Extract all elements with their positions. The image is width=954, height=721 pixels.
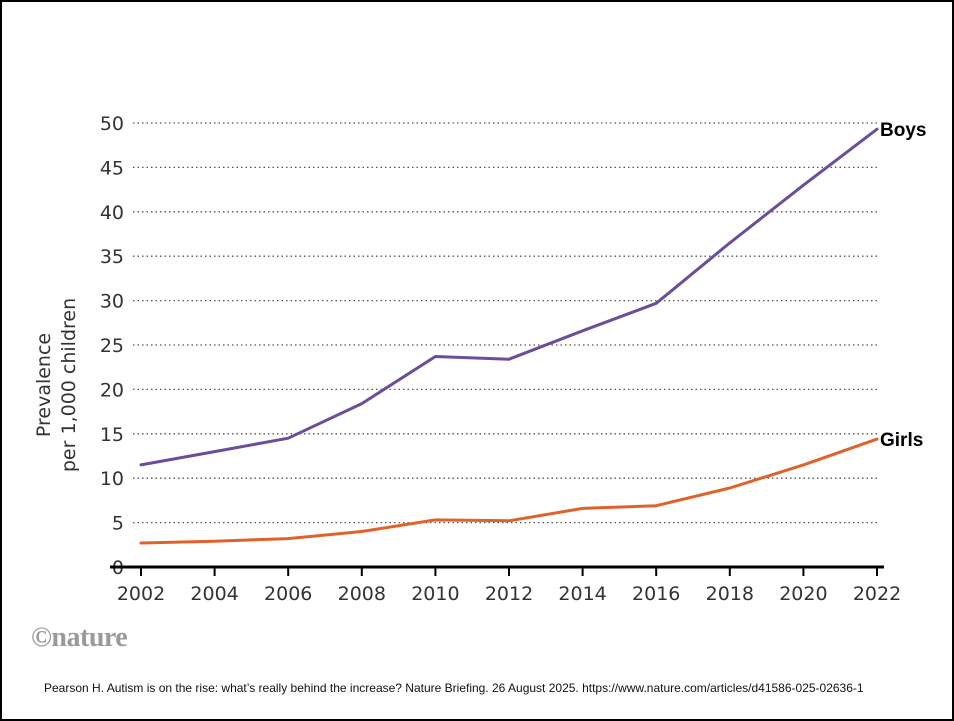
- nature-logo: ©nature: [31, 622, 128, 653]
- series-label-boys: Boys: [880, 120, 926, 141]
- x-tick-label: 2006: [264, 583, 312, 605]
- x-tick-label: 2016: [632, 583, 680, 605]
- y-tick-label: 5: [112, 513, 124, 535]
- y-tick-label: 50: [100, 113, 124, 135]
- x-axis-ticks: 2002 2004 2006 2008 2010 2012 2014 2016 2018 2020…: [117, 567, 901, 605]
- gridlines: [133, 122, 877, 524]
- citation-text: Pearson H. Autism is on the rise: what’s…: [44, 681, 864, 695]
- series-line-boys: [139, 127, 879, 467]
- y-axis-title: Prevalence per 1,000 children: [33, 298, 80, 472]
- x-tick-label: 2012: [485, 583, 533, 605]
- x-tick-label: 2002: [117, 583, 165, 605]
- x-tick-label: 2004: [190, 583, 238, 605]
- y-tick-label: 15: [100, 424, 124, 446]
- series-lines: Boys Girls: [139, 120, 926, 545]
- y-tick-label: 10: [100, 468, 124, 490]
- x-tick-label: 2014: [558, 583, 606, 605]
- series-label-girls: Girls: [880, 430, 923, 451]
- y-tick-label: 40: [100, 202, 124, 224]
- y-axis-ticks: 05101520253035404550: [100, 113, 124, 579]
- x-tick-label: 2018: [706, 583, 754, 605]
- y-tick-label: 25: [100, 335, 124, 357]
- x-tick-label: 2010: [411, 583, 459, 605]
- x-tick-label: 2008: [338, 583, 386, 605]
- y-tick-label: 30: [100, 291, 124, 313]
- y-tick-label: 35: [100, 246, 124, 268]
- y-axis-title-line2: per 1,000 children: [58, 298, 80, 472]
- y-tick-label: 45: [100, 157, 124, 179]
- series-line-girls: [139, 437, 879, 545]
- y-axis-title-line1: Prevalence: [33, 333, 55, 437]
- y-tick-label: 20: [100, 379, 124, 401]
- x-tick-label: 2022: [853, 583, 901, 605]
- x-tick-label: 2020: [779, 583, 827, 605]
